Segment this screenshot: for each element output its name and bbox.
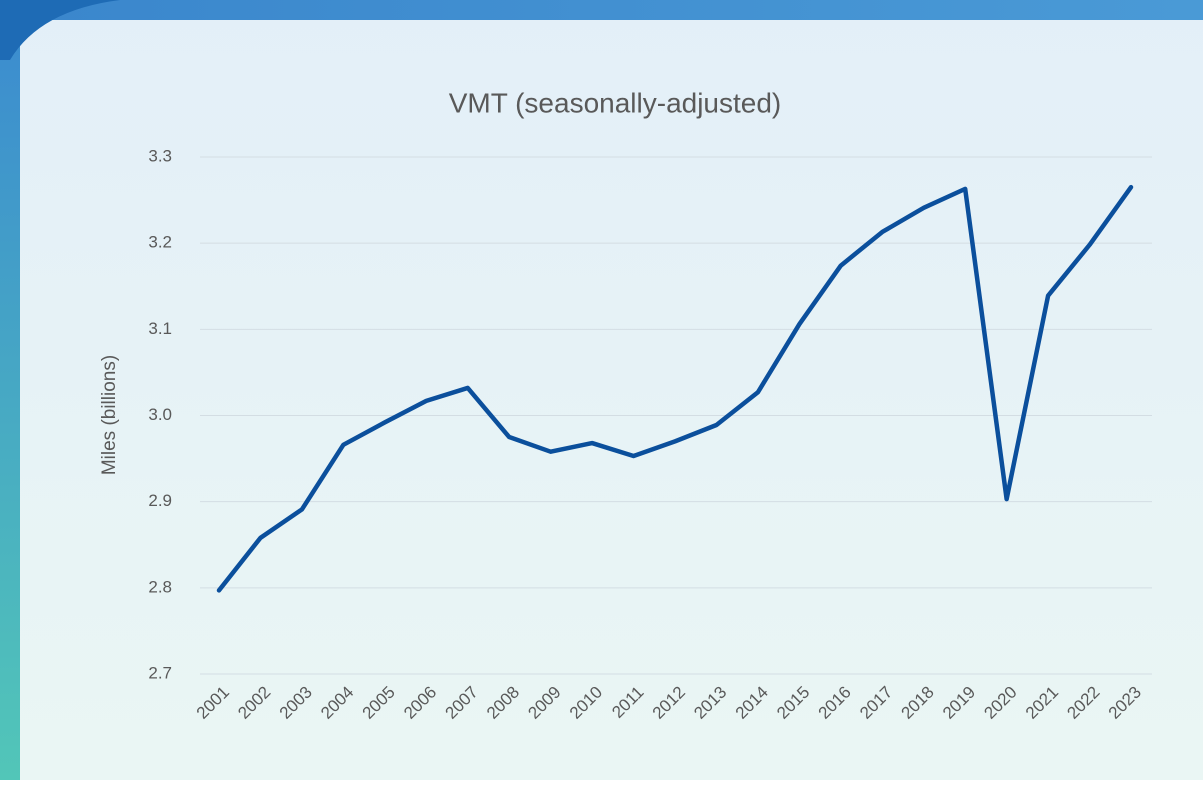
y-tick-label: 3.0	[148, 405, 172, 424]
y-tick-label: 2.9	[148, 491, 172, 510]
top-band	[0, 0, 1203, 20]
side-band	[0, 0, 20, 780]
y-tick-label: 2.8	[148, 577, 172, 596]
corner-shape	[0, 0, 120, 60]
chart-title: VMT (seasonally-adjusted)	[449, 87, 782, 118]
y-tick-label: 3.3	[148, 146, 172, 165]
line-series	[216, 184, 1134, 593]
y-tick-label: 3.1	[148, 319, 172, 338]
y-tick-label: 2.7	[148, 663, 172, 682]
y-axis-label: Miles (billions)	[99, 355, 120, 475]
y-tick-label: 3.2	[148, 233, 172, 252]
